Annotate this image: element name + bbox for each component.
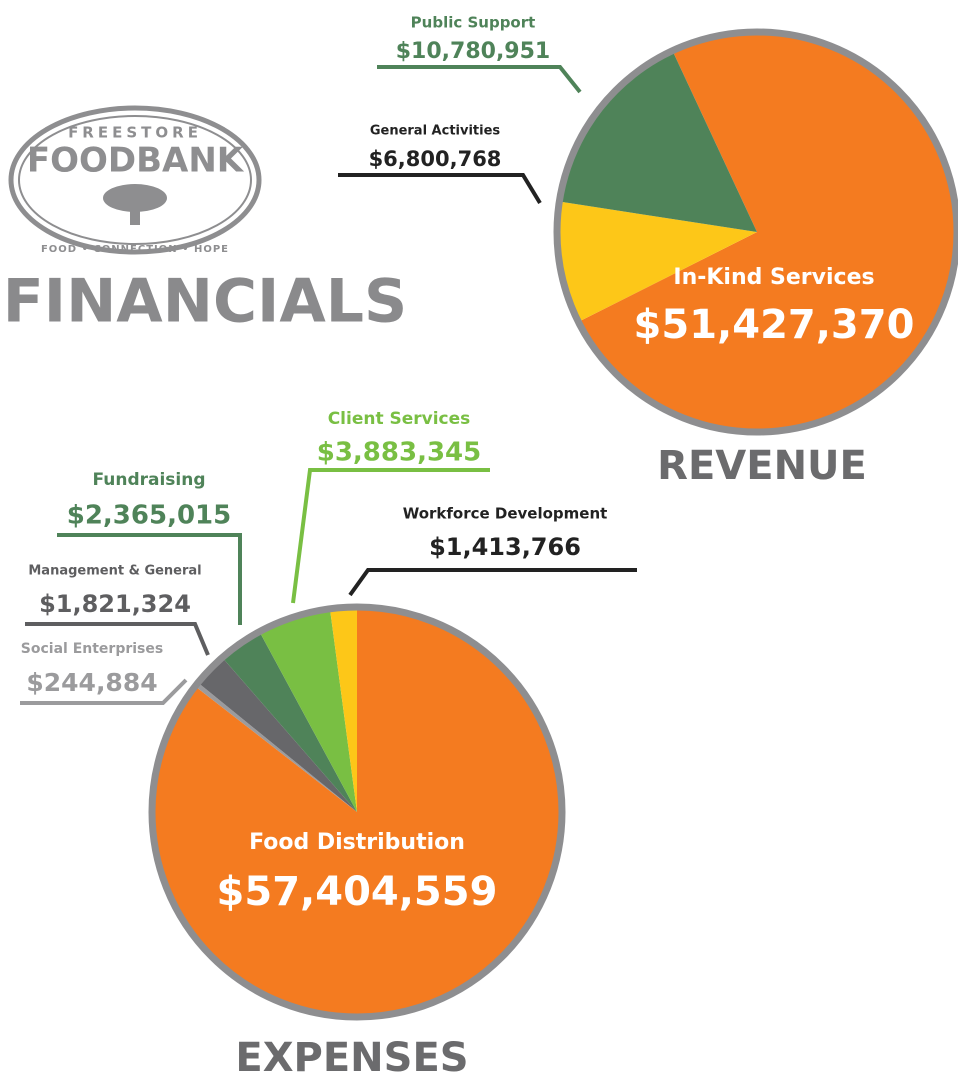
slice-value: $2,365,015 xyxy=(67,501,231,531)
leader-line xyxy=(57,533,242,625)
slice-label: Social Enterprises xyxy=(21,641,163,657)
logo: FREESTORE FOODBANK FOOD • CONNECTION • H… xyxy=(8,105,262,255)
leader-line xyxy=(338,173,542,205)
pie-slice xyxy=(195,682,357,812)
logo-main: FOODBANK xyxy=(27,141,245,181)
slice-value: $1,821,324 xyxy=(39,590,191,618)
leader-line xyxy=(25,622,210,656)
pie-slice xyxy=(222,631,357,812)
pie-slice xyxy=(578,31,958,432)
pie-border xyxy=(148,603,566,1021)
pie-slice xyxy=(329,607,357,812)
pie-slice xyxy=(152,607,563,1017)
slice-value: $1,413,766 xyxy=(429,533,581,561)
chart-title: EXPENSES xyxy=(235,1035,468,1079)
slice-value: $10,780,951 xyxy=(396,39,550,64)
slice-label: Client Services xyxy=(328,409,471,429)
slice-label: Management & General xyxy=(28,564,201,579)
slice-value: $244,884 xyxy=(26,668,157,697)
pie-border xyxy=(553,28,958,436)
leader-line xyxy=(20,678,188,705)
pie-slice xyxy=(559,50,757,233)
slice-label: Food Distribution xyxy=(249,830,465,855)
slice-value: $51,427,370 xyxy=(634,302,915,348)
slice-label: Fundraising xyxy=(92,470,205,490)
slice-value: $3,883,345 xyxy=(317,438,481,468)
slice-label: In-Kind Services xyxy=(673,265,874,290)
leader-line xyxy=(377,65,582,94)
leader-line xyxy=(348,568,637,597)
slice-value: $57,404,559 xyxy=(217,869,498,915)
slice-value: $6,800,768 xyxy=(369,147,502,171)
slice-label: General Activities xyxy=(370,124,501,139)
logo-tree xyxy=(103,184,167,225)
pie-slice xyxy=(198,657,357,812)
logo-top: FREESTORE xyxy=(68,124,202,142)
chart-title: REVENUE xyxy=(657,443,867,489)
logo-tagline: FOOD • CONNECTION • HOPE xyxy=(41,244,229,255)
heading: FINANCIALS xyxy=(3,267,407,337)
slice-label: Workforce Development xyxy=(403,505,608,523)
slice-label: Public Support xyxy=(411,14,536,32)
pie-slice xyxy=(557,201,757,322)
pie-slice xyxy=(259,608,357,812)
logo-ring-inner xyxy=(18,115,252,245)
leader-line xyxy=(291,468,490,604)
logo-ring xyxy=(8,105,262,255)
